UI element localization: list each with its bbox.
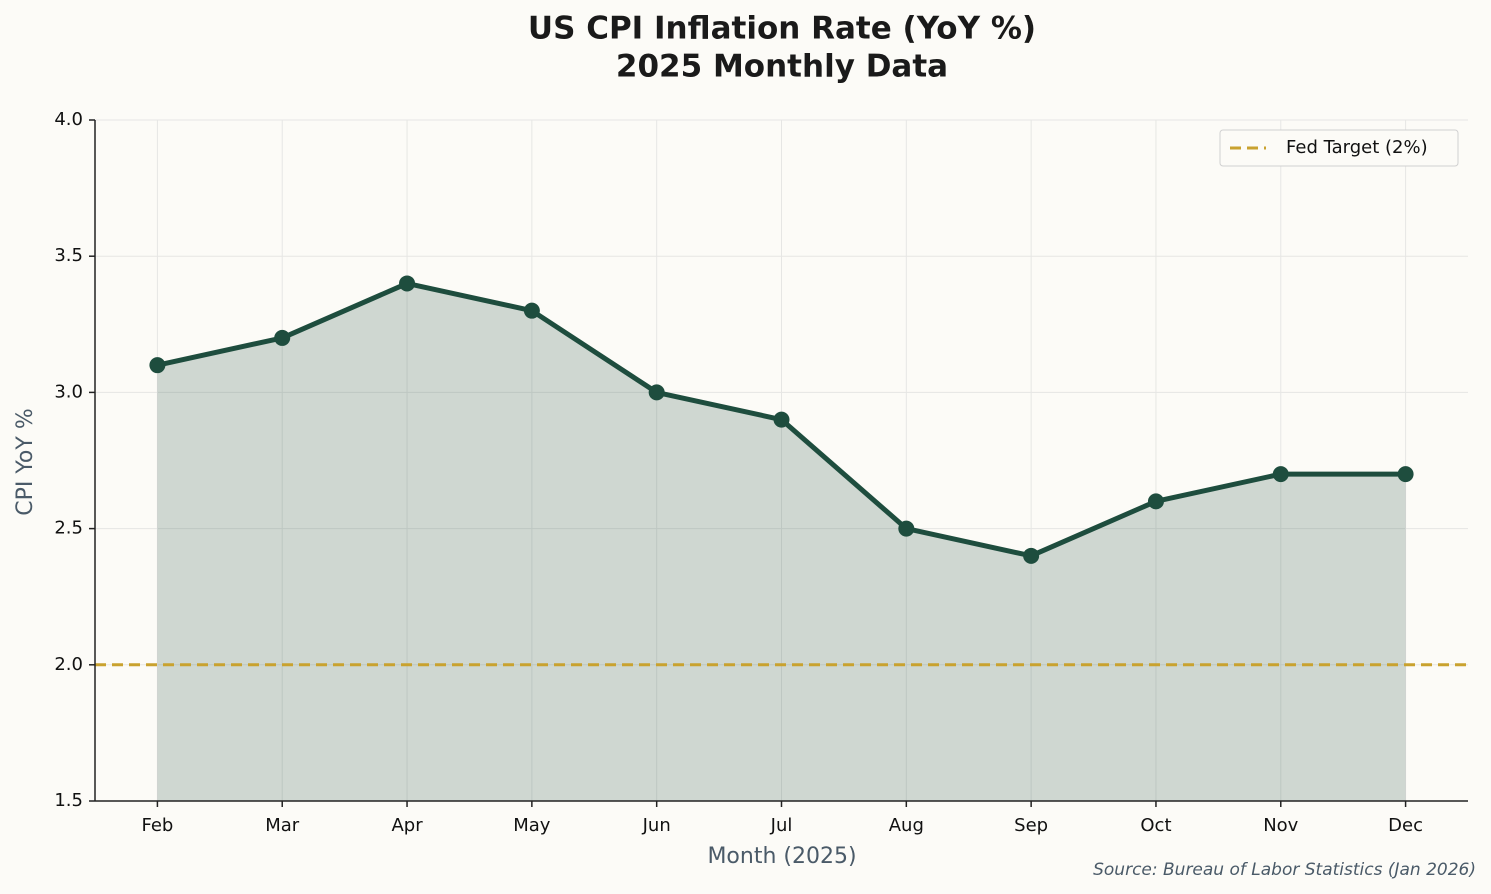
y-tick-label: 3.5 xyxy=(54,245,83,266)
marker xyxy=(523,302,540,319)
y-axis-label: CPI YoY % xyxy=(13,408,38,515)
y-tick-label: 2.0 xyxy=(54,654,83,675)
area xyxy=(157,283,1406,801)
x-tick-label: Apr xyxy=(391,815,423,836)
source-note: Source: Bureau of Labor Statistics (Jan … xyxy=(1093,860,1476,880)
x-tick-label: Jul xyxy=(770,815,793,836)
marker xyxy=(399,275,416,292)
x-tick-label: Sep xyxy=(1014,815,1048,836)
x-tick-label: Mar xyxy=(265,815,300,836)
x-tick-label: Jun xyxy=(642,815,671,836)
marker xyxy=(648,384,665,401)
marker xyxy=(1272,466,1289,483)
x-tick-label: Feb xyxy=(141,815,173,836)
marker xyxy=(274,329,291,346)
y-tick-label: 2.5 xyxy=(54,518,83,539)
x-tick-label: Oct xyxy=(1140,815,1171,836)
marker xyxy=(1397,466,1414,483)
marker xyxy=(1147,493,1164,510)
x-tick-label: Aug xyxy=(889,815,924,836)
legend-label: Fed Target (2%) xyxy=(1286,137,1428,158)
marker xyxy=(773,411,790,428)
chart-subtitle: 2025 Monthly Data xyxy=(616,49,948,85)
y-tick-label: 4.0 xyxy=(54,109,83,130)
y-tick-label: 3.0 xyxy=(54,381,83,402)
marker xyxy=(1023,547,1040,564)
x-axis-label: Month (2025) xyxy=(707,844,856,869)
x-tick-label: Nov xyxy=(1263,815,1298,836)
x-tick-label: Dec xyxy=(1388,815,1423,836)
marker xyxy=(898,520,915,537)
x-tick-label: May xyxy=(513,815,551,836)
chart-title: US CPI Inflation Rate (YoY %) xyxy=(528,11,1036,47)
marker xyxy=(149,357,166,374)
legend-box xyxy=(1219,129,1459,167)
y-tick-label: 1.5 xyxy=(54,790,83,811)
